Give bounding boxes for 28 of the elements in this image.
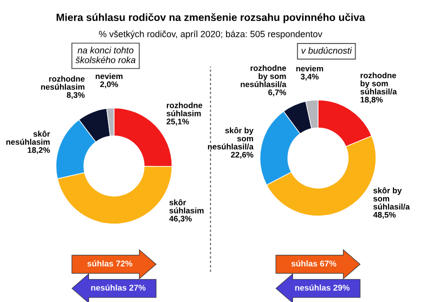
data-label: 3,4% [300,74,319,81]
data-label: 8,3% [66,92,85,100]
data-label: 2,0% [100,81,118,88]
slice-label: rozhodne súhlasim [166,102,202,116]
chart-subtitle: % všetkých rodičov, apríl 2020; báza: 505 respondentov [99,30,322,39]
data-label: 46,3% [169,216,192,223]
text: v budúcnosti [302,47,352,54]
slice-label: neviem [296,65,324,72]
slice-label: rozhodne by som súhlasil/a [360,72,397,94]
slice-label: rozhodne by som nesúhlasil/a [240,65,286,88]
slice-label: skôr by som nesúhlasil/a [208,127,254,150]
slice-label: skôr súhlasim [169,199,204,214]
data-label: 22,6% [230,152,254,159]
text: nesúhlas 29% [295,284,350,291]
chart-title: Miera súhlasu rodičov na zmenšenie rozsahu povinného učiva [56,13,366,24]
text: súhlas 72% [87,260,132,266]
slice-label: neviem [96,73,122,80]
data-label: 18,8% [360,96,383,104]
slice-label: skôr by som súhlasil/a [373,187,410,210]
data-label: 6,7% [268,90,286,96]
text: na konci tohto školského roka [75,46,136,64]
slice-label: skôr nesúhlasim [6,130,50,145]
data-label: 48,5% [373,212,396,219]
data-label: 25,1% [166,118,189,126]
text: nesúhlas 27% [91,284,146,291]
text: súhlas 67% [291,260,336,266]
data-label: 18,2% [28,147,50,154]
slice-label: rozhodne nesúhlasim [41,76,85,90]
